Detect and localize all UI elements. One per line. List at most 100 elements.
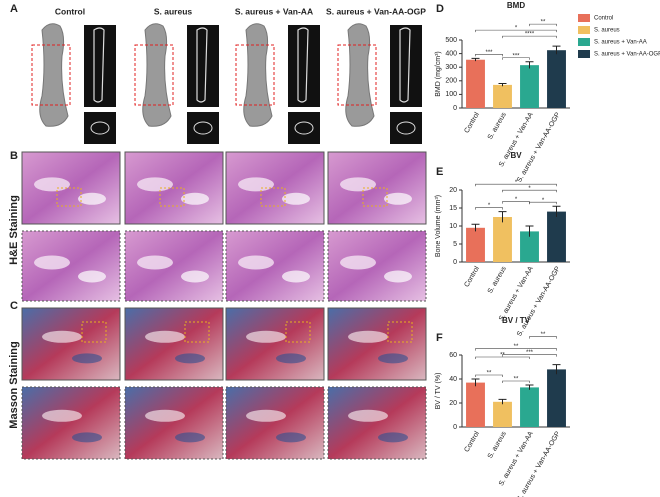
x-tick-label: S. aureus	[487, 265, 508, 295]
bar	[520, 65, 539, 108]
roi-box	[387, 321, 413, 343]
masson-image	[124, 307, 224, 381]
bar	[493, 217, 512, 262]
ct-image	[187, 25, 219, 107]
bar	[547, 211, 566, 262]
masson-image	[225, 307, 325, 381]
roi-box	[31, 44, 71, 106]
significance-bracket	[475, 183, 557, 187]
significance-bracket	[502, 35, 557, 39]
bar	[520, 231, 539, 262]
error-bar	[471, 57, 480, 62]
error-bar	[525, 225, 534, 237]
legend-label: S. aureus + Van-AA	[594, 40, 647, 46]
error-bar	[552, 45, 561, 55]
legend-label: Control	[594, 16, 613, 22]
legend-label: S. aureus + Van-AA-OGP	[594, 52, 660, 58]
error-bar	[552, 205, 561, 217]
y-tick-label: 15	[449, 205, 457, 212]
tissue	[348, 330, 388, 343]
bone-image	[345, 23, 375, 127]
roi-box	[362, 187, 388, 207]
tissue	[384, 192, 412, 205]
ct-bone	[297, 27, 309, 103]
x-tick-label: S. aureus	[487, 111, 508, 141]
tissue	[175, 432, 205, 443]
y-tick-label: 40	[449, 376, 457, 383]
error-bar	[498, 83, 507, 87]
bar	[547, 50, 566, 108]
bar	[466, 59, 485, 108]
roi-box	[235, 44, 275, 106]
tissue	[384, 270, 412, 283]
masson-image	[21, 386, 121, 460]
error-bar	[552, 364, 561, 375]
bar	[547, 369, 566, 427]
ct-image	[288, 25, 320, 107]
tissue	[238, 255, 274, 270]
chart-title: BV / TV	[502, 316, 531, 325]
y-tick-label: 400	[445, 50, 457, 57]
legend-swatch	[578, 38, 590, 46]
ct-bone	[193, 121, 213, 135]
y-tick-label: 0	[453, 105, 457, 112]
roi-box	[134, 44, 174, 106]
roi-box	[56, 187, 82, 207]
y-tick-label: 5	[453, 241, 457, 248]
error-bar	[471, 223, 480, 232]
legend-swatch	[578, 50, 590, 58]
tissue	[78, 192, 106, 205]
y-tick-label: 300	[445, 64, 457, 71]
significance-bracket	[502, 354, 557, 357]
column-title: S. aureus + Van-AA	[235, 6, 313, 16]
tissue	[282, 270, 310, 283]
tissue	[137, 177, 173, 192]
significance-bracket	[475, 348, 557, 351]
tissue	[282, 192, 310, 205]
masson-image	[124, 386, 224, 460]
chart-title: BMD	[507, 1, 525, 10]
y-tick-label: 20	[449, 400, 457, 407]
tissue	[175, 353, 205, 364]
significance-label: ***	[485, 50, 493, 56]
tissue	[348, 409, 388, 422]
significance-label: **	[500, 353, 505, 359]
x-tick-label: S. aureus	[487, 430, 508, 460]
panel-label: F	[436, 332, 443, 344]
significance-label: *	[542, 198, 545, 204]
roi-box	[260, 187, 286, 207]
ct-bone	[93, 27, 105, 103]
ct-bone	[294, 121, 314, 135]
significance-bracket	[502, 57, 530, 60]
roi-box	[285, 321, 311, 343]
masson-image	[225, 386, 325, 460]
y-tick-label: 0	[453, 259, 457, 266]
tissue	[78, 270, 106, 283]
tissue	[137, 255, 173, 270]
significance-bracket	[475, 54, 503, 57]
error-bar	[471, 378, 480, 387]
significance-label: **	[541, 332, 546, 338]
x-tick-label: Control	[463, 430, 481, 453]
legend-swatch	[578, 14, 590, 22]
significance-label: *	[515, 197, 518, 203]
tissue	[145, 409, 185, 422]
significance-label: **	[514, 377, 519, 383]
tissue	[246, 409, 286, 422]
significance-bracket	[502, 189, 557, 193]
ct-bone	[90, 121, 110, 135]
tissue	[246, 330, 286, 343]
bar	[520, 387, 539, 427]
significance-label: ***	[512, 53, 520, 59]
y-tick-label: 20	[449, 187, 457, 194]
tissue	[181, 270, 209, 283]
significance-bracket	[475, 29, 557, 33]
tissue	[42, 409, 82, 422]
significance-bracket	[502, 201, 530, 204]
x-tick-label: Control	[463, 265, 481, 288]
tissue	[238, 177, 274, 192]
tissue	[340, 255, 376, 270]
column-title: S. aureus + Van-AA-OGP	[326, 6, 426, 16]
significance-bracket	[502, 380, 530, 383]
x-tick-label: Control	[463, 111, 481, 134]
